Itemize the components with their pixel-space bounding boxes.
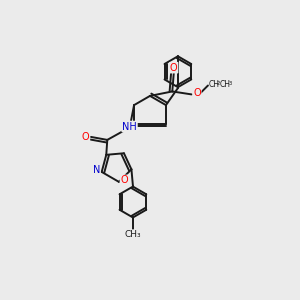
Text: O: O bbox=[82, 132, 89, 142]
Text: 3: 3 bbox=[228, 81, 231, 86]
Text: 2: 2 bbox=[217, 81, 220, 86]
Text: CH₃: CH₃ bbox=[124, 230, 141, 239]
Text: N: N bbox=[93, 165, 100, 176]
Text: CH: CH bbox=[208, 80, 220, 88]
Text: O: O bbox=[193, 88, 201, 98]
Text: O: O bbox=[170, 63, 178, 73]
Text: CH: CH bbox=[220, 80, 231, 88]
Text: O: O bbox=[120, 176, 128, 185]
Text: S: S bbox=[130, 122, 136, 132]
Text: NH: NH bbox=[122, 122, 137, 131]
